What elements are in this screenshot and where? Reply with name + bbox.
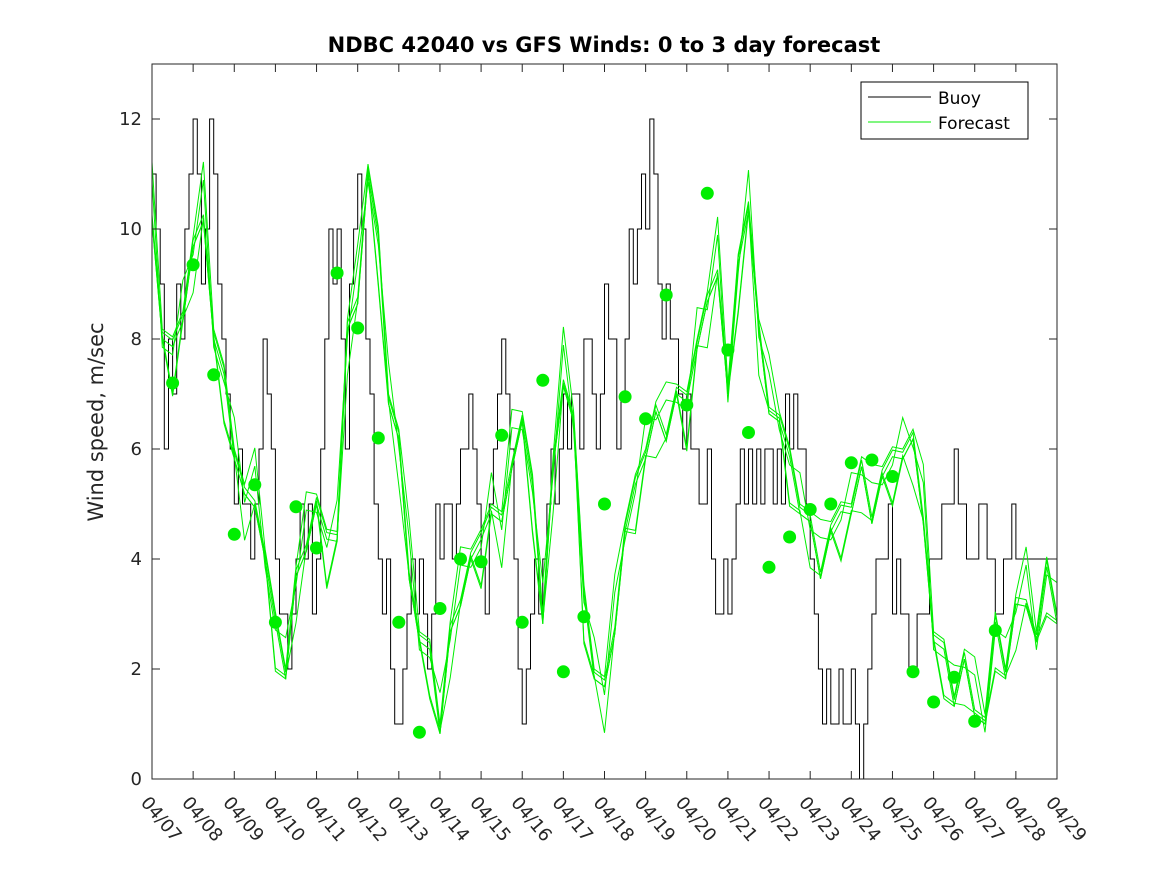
forecast-marker bbox=[659, 288, 673, 302]
forecast-marker bbox=[289, 500, 303, 514]
forecast-marker bbox=[865, 453, 879, 467]
legend-forecast-label: Forecast bbox=[938, 114, 1010, 134]
y-axis-label: Wind speed, m/sec bbox=[84, 322, 108, 521]
forecast-marker bbox=[268, 615, 282, 629]
forecast-series-line-6 bbox=[152, 167, 1057, 728]
forecast-marker bbox=[742, 426, 755, 439]
forecast-marker bbox=[598, 497, 611, 511]
forecast-marker bbox=[824, 497, 838, 511]
forecast-marker bbox=[700, 186, 714, 200]
forecast-marker bbox=[906, 665, 920, 679]
y-tick-label: 12 bbox=[119, 109, 142, 130]
forecast-marker bbox=[330, 266, 344, 280]
forecast-marker bbox=[474, 555, 488, 569]
x-tick-label: 04/12 bbox=[342, 793, 391, 846]
x-tick-label: 04/18 bbox=[589, 793, 638, 846]
y-tick-label: 8 bbox=[131, 329, 142, 350]
forecast-marker bbox=[433, 602, 447, 615]
forecast-marker bbox=[618, 390, 632, 404]
forecast-marker bbox=[392, 615, 406, 629]
forecast-marker bbox=[166, 376, 180, 390]
forecast-marker bbox=[351, 321, 365, 335]
x-tick-label: 04/07 bbox=[136, 793, 185, 846]
forecast-marker bbox=[556, 665, 570, 679]
x-tick-label: 04/25 bbox=[877, 793, 926, 846]
forecast-marker bbox=[227, 527, 241, 541]
x-tick-label: 04/22 bbox=[753, 793, 802, 846]
chart-title: NDBC 42040 vs GFS Winds: 0 to 3 day fore… bbox=[328, 33, 881, 57]
y-tick-label: 10 bbox=[119, 219, 142, 240]
forecast-marker bbox=[577, 610, 591, 624]
x-tick-label: 04/24 bbox=[835, 793, 884, 846]
legend-buoy-label: Buoy bbox=[938, 89, 981, 109]
x-tick-label: 04/19 bbox=[630, 793, 679, 846]
forecast-marker bbox=[207, 368, 221, 382]
forecast-marker bbox=[947, 670, 961, 684]
x-tick-label: 04/13 bbox=[383, 793, 432, 846]
x-tick-label: 04/14 bbox=[424, 793, 473, 846]
forecast-marker bbox=[968, 714, 982, 728]
forecast-marker bbox=[783, 530, 797, 544]
forecast-marker bbox=[515, 615, 529, 629]
forecast-marker bbox=[495, 428, 509, 442]
x-tick-label: 04/23 bbox=[794, 793, 843, 846]
x-tick-label: 04/08 bbox=[177, 793, 226, 846]
y-tick-label: 2 bbox=[131, 659, 142, 680]
x-tick-label: 04/21 bbox=[712, 793, 761, 846]
plot-area: 02468101204/0704/0804/0904/1004/1104/120… bbox=[119, 63, 1091, 846]
x-tick-label: 04/10 bbox=[260, 793, 309, 846]
forecast-marker bbox=[310, 541, 323, 555]
x-tick-label: 04/15 bbox=[465, 793, 514, 846]
forecast-marker bbox=[371, 431, 385, 445]
x-tick-label: 04/16 bbox=[506, 793, 555, 846]
y-tick-label: 4 bbox=[131, 549, 142, 570]
forecast-marker bbox=[762, 560, 776, 574]
forecast-series-line-4 bbox=[152, 161, 1057, 725]
x-tick-label: 04/26 bbox=[918, 793, 967, 846]
y-tick-label: 6 bbox=[131, 439, 142, 460]
forecast-marker bbox=[927, 695, 941, 709]
x-tick-label: 04/27 bbox=[959, 793, 1008, 846]
x-tick-label: 04/17 bbox=[548, 793, 597, 846]
forecast-marker bbox=[186, 258, 200, 272]
forecast-series-line-2 bbox=[152, 170, 1057, 733]
x-tick-label: 04/09 bbox=[218, 793, 267, 846]
legend: Buoy Forecast bbox=[860, 81, 1029, 140]
forecast-marker bbox=[454, 552, 467, 566]
y-tick-label: 0 bbox=[131, 769, 142, 790]
forecast-marker bbox=[721, 343, 735, 357]
forecast-marker bbox=[680, 398, 694, 412]
forecast-marker bbox=[639, 412, 653, 426]
forecast-series-line-5 bbox=[152, 170, 1057, 733]
forecast-series-line-3 bbox=[152, 173, 1057, 735]
forecast-marker bbox=[886, 470, 899, 483]
forecast-marker bbox=[536, 373, 550, 387]
forecast-marker bbox=[844, 456, 858, 470]
forecast-marker bbox=[412, 725, 426, 739]
x-tick-label: 04/29 bbox=[1041, 793, 1090, 846]
x-tick-label: 04/28 bbox=[1000, 793, 1049, 846]
forecast-marker bbox=[803, 503, 817, 516]
x-tick-label: 04/20 bbox=[671, 793, 720, 846]
forecast-marker bbox=[988, 624, 1002, 637]
x-tick-label: 04/11 bbox=[301, 793, 350, 846]
forecast-marker bbox=[248, 478, 262, 492]
